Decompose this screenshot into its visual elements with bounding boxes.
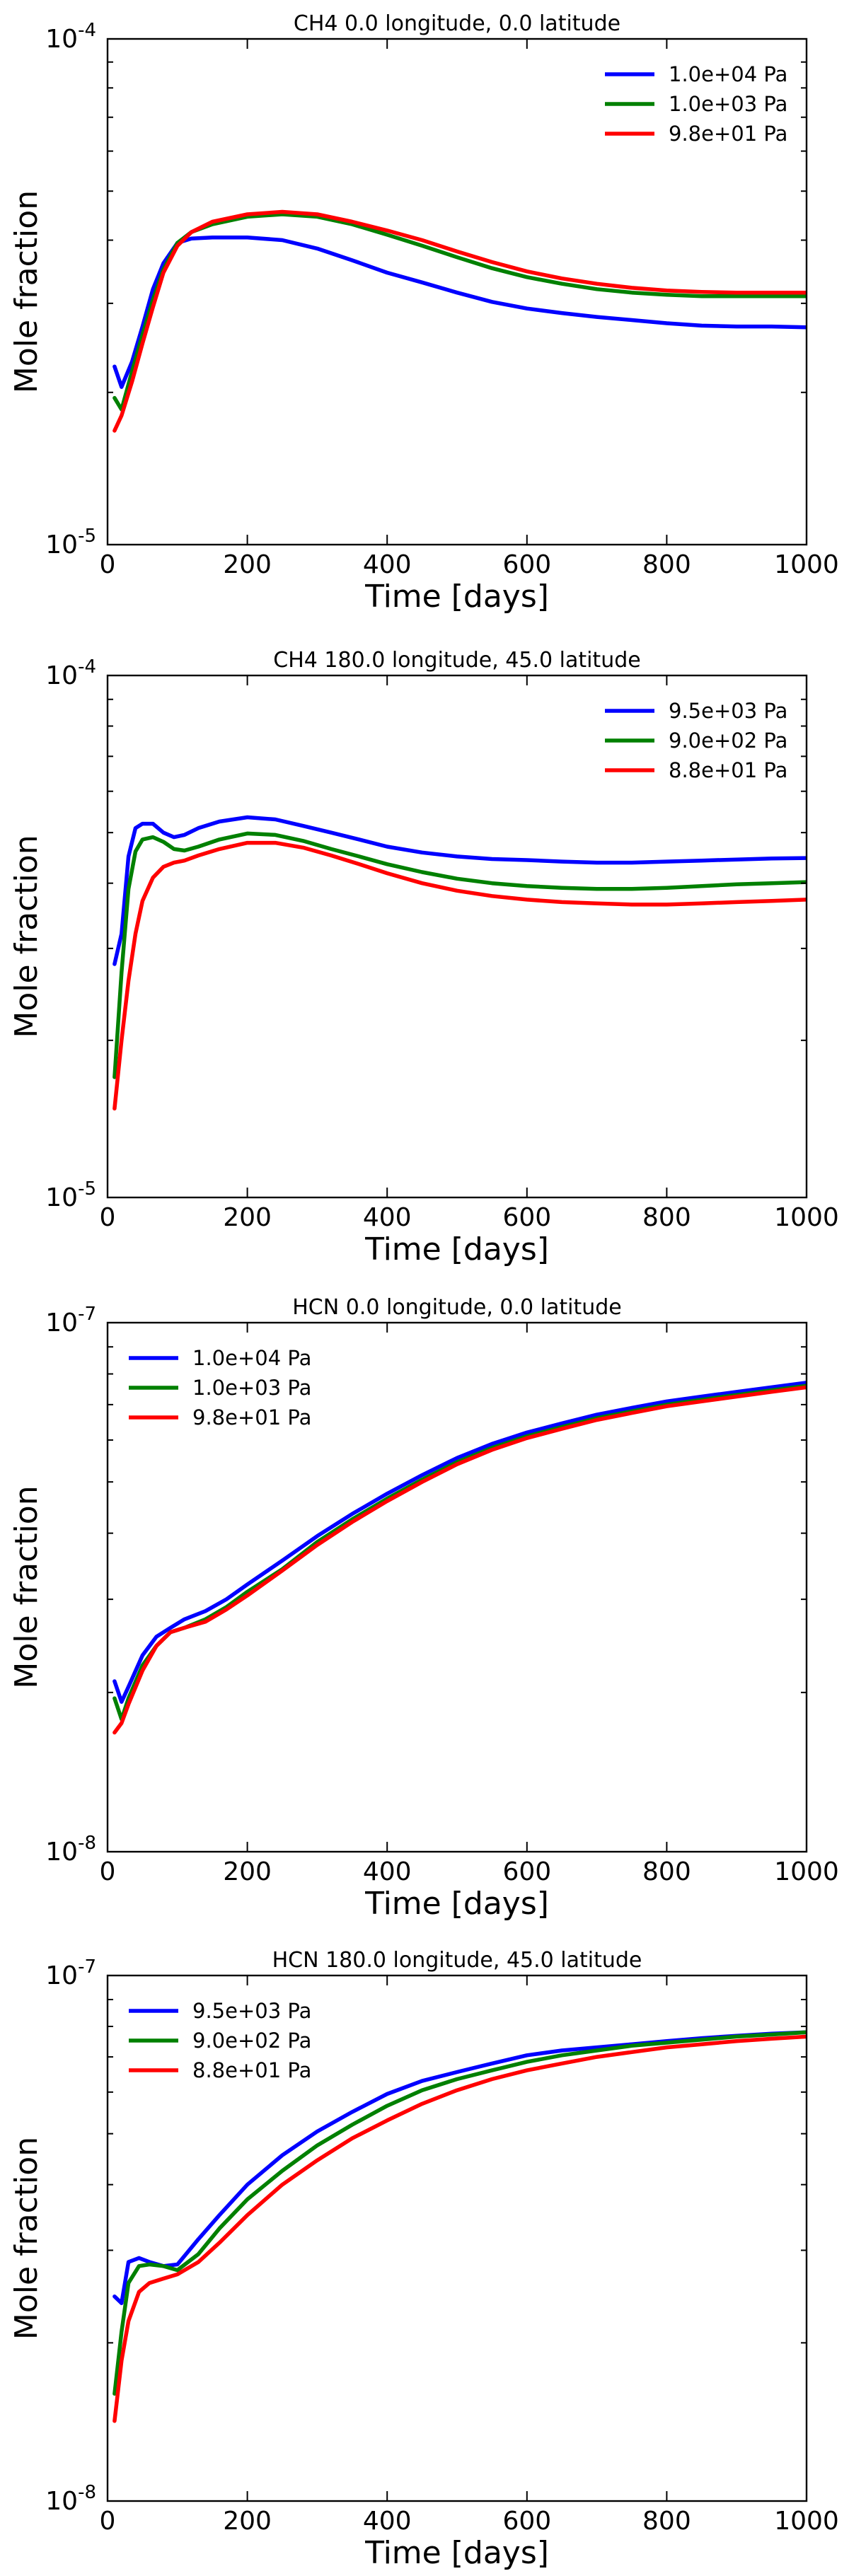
series-line-2 [112, 831, 807, 1079]
series-line-2 [112, 1383, 807, 1722]
series-line-1 [112, 815, 807, 966]
x-tick-label: 200 [223, 1203, 272, 1232]
y-tick-base: 10 [45, 1309, 78, 1338]
series-line-3 [112, 1385, 807, 1735]
legend-label: 1.0e+04 Pa [669, 62, 787, 86]
plot-frame [106, 674, 808, 1199]
plot-frame [106, 1974, 808, 2502]
legend-label: 8.8e+01 Pa [192, 2058, 311, 2082]
y-tick-exponent: -5 [78, 526, 96, 547]
y-tick-exponent: -4 [78, 20, 96, 41]
x-tick-label: 800 [642, 2507, 691, 2536]
series-line-1 [112, 1381, 807, 1704]
x-tick-label: 0 [100, 550, 116, 579]
y-tick-base: 10 [45, 1183, 78, 1212]
x-tick-label: 200 [223, 1857, 272, 1886]
y-axis-label: Mole fraction [8, 2137, 45, 2340]
y-tick-exponent: -8 [78, 1833, 96, 1854]
x-tick-label: 0 [100, 1203, 116, 1232]
plot-frame [106, 37, 808, 546]
x-tick-label: 0 [100, 2507, 116, 2536]
x-tick-label: 600 [502, 1203, 551, 1232]
legend: 1.0e+04 Pa 1.0e+03 Pa 9.8e+01 Pa [605, 62, 787, 146]
x-tick-label: 400 [363, 1857, 412, 1886]
x-tick-label: 1000 [774, 2507, 839, 2536]
y-tick-label-top: 10-7 [45, 1304, 96, 1338]
x-tick-label: 400 [363, 2507, 412, 2536]
legend-label: 9.5e+03 Pa [192, 1999, 311, 2023]
legend-label: 9.8e+01 Pa [192, 1405, 311, 1429]
y-tick-label-bottom: 10-5 [45, 1178, 96, 1212]
legend-label: 9.0e+02 Pa [192, 2029, 311, 2053]
chart-title: HCN 180.0 longitude, 45.0 latitude [272, 1948, 642, 1973]
series-line-1 [112, 235, 807, 389]
chart-panel-4: HCN 180.0 longitude, 45.0 latitude 0 200 40… [8, 1948, 839, 2571]
y-tick-label-bottom: 10-8 [45, 2482, 96, 2516]
y-tick-label-bottom: 10-5 [45, 526, 96, 559]
y-tick-base: 10 [45, 25, 78, 54]
legend-label: 1.0e+04 Pa [192, 1346, 311, 1370]
legend: 9.5e+03 Pa 9.0e+02 Pa 8.8e+01 Pa [129, 1999, 311, 2082]
series-line-3 [112, 840, 807, 1111]
chart-panel-2: CH4 180.0 longitude, 45.0 latitude 0 200 40… [8, 648, 839, 1267]
y-tick-base: 10 [45, 1838, 78, 1867]
y-axis-label: Mole fraction [8, 190, 45, 393]
legend: 1.0e+04 Pa 1.0e+03 Pa 9.8e+01 Pa [129, 1346, 311, 1429]
y-tick-label-top: 10-4 [45, 656, 96, 690]
series-line-2 [112, 212, 807, 412]
x-tick-label: 0 [100, 1857, 116, 1886]
y-tick-exponent: -8 [78, 2482, 96, 2503]
y-tick-exponent: -4 [78, 656, 96, 678]
x-axis-label: Time [days] [364, 579, 549, 615]
x-tick-label: 400 [363, 1203, 412, 1232]
legend-label: 1.0e+03 Pa [669, 92, 787, 116]
legend-label: 1.0e+03 Pa [192, 1376, 311, 1400]
y-axis-label: Mole fraction [8, 835, 45, 1038]
x-axis-label: Time [days] [364, 2535, 549, 2571]
chart-title: HCN 0.0 longitude, 0.0 latitude [292, 1295, 622, 1320]
x-tick-label: 600 [502, 2507, 551, 2536]
x-tick-label: 800 [642, 1857, 691, 1886]
legend-label: 9.5e+03 Pa [669, 699, 787, 723]
y-tick-label-top: 10-4 [45, 20, 96, 54]
y-tick-label-bottom: 10-8 [45, 1833, 96, 1867]
y-tick-label-top: 10-7 [45, 1956, 96, 1990]
legend: 9.5e+03 Pa 9.0e+02 Pa 8.8e+01 Pa [605, 699, 787, 782]
legend-label: 9.0e+02 Pa [669, 729, 787, 753]
x-tick-label: 1000 [774, 1203, 839, 1232]
chart-title: CH4 180.0 longitude, 45.0 latitude [273, 648, 640, 673]
y-tick-base: 10 [45, 2487, 78, 2516]
y-tick-base: 10 [45, 661, 78, 690]
series-line-3 [112, 209, 807, 433]
series-line-3 [112, 2034, 807, 2423]
x-tick-label: 200 [223, 550, 272, 579]
chart-panel-3: HCN 0.0 longitude, 0.0 latitude 0 200 400 60… [8, 1295, 839, 1922]
x-tick-label: 800 [642, 550, 691, 579]
legend-label: 9.8e+01 Pa [669, 122, 787, 146]
x-tick-label: 400 [363, 550, 412, 579]
x-tick-label: 800 [642, 1203, 691, 1232]
x-tick-label: 200 [223, 2507, 272, 2536]
x-axis-label: Time [days] [364, 1231, 549, 1267]
y-tick-exponent: -7 [78, 1304, 96, 1325]
chart-title: CH4 0.0 longitude, 0.0 latitude [294, 11, 620, 36]
plot-frame [106, 1321, 808, 1853]
y-tick-exponent: -7 [78, 1956, 96, 1978]
chart-panel-1: CH4 0.0 longitude, 0.0 latitude 0 200 400 60… [8, 11, 839, 615]
x-tick-label: 1000 [774, 550, 839, 579]
series-line-2 [112, 2030, 807, 2396]
x-tick-label: 1000 [774, 1857, 839, 1886]
y-tick-exponent: -5 [78, 1178, 96, 1200]
y-tick-base: 10 [45, 530, 78, 559]
y-tick-base: 10 [45, 1961, 78, 1990]
x-tick-label: 600 [502, 550, 551, 579]
y-axis-label: Mole fraction [8, 1485, 45, 1688]
legend-label: 8.8e+01 Pa [669, 758, 787, 782]
x-tick-label: 600 [502, 1857, 551, 1886]
x-axis-label: Time [days] [364, 1886, 549, 1922]
